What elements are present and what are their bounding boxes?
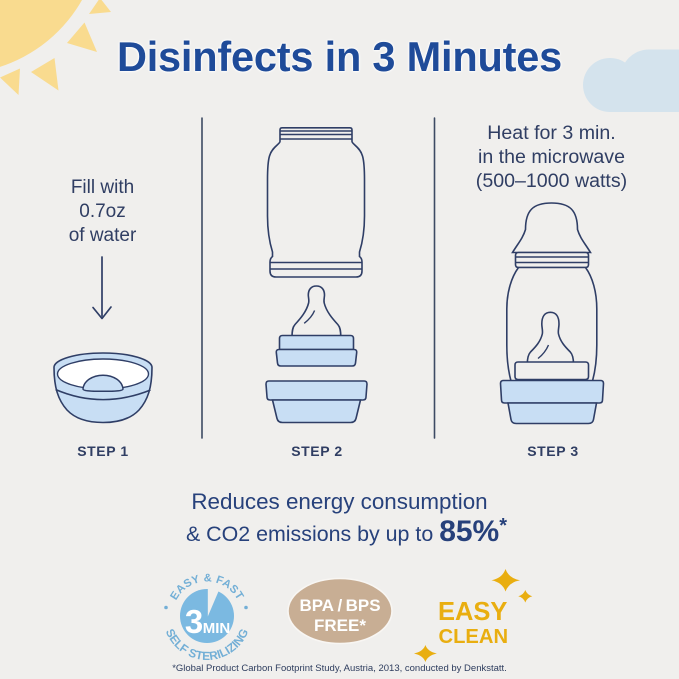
- svg-text:MIN: MIN: [203, 620, 231, 637]
- svg-text:3: 3: [185, 603, 203, 640]
